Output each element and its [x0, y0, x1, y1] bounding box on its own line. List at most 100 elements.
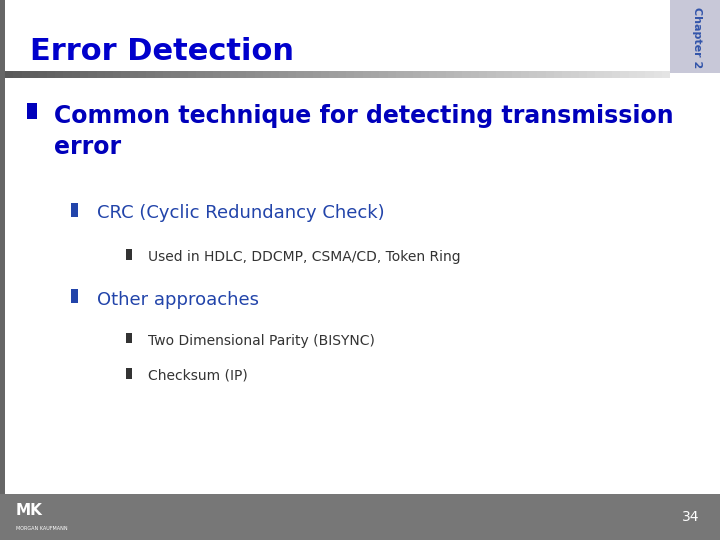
- Bar: [329, 71, 338, 78]
- Text: Chapter 2: Chapter 2: [692, 7, 702, 69]
- Bar: [570, 71, 579, 78]
- Bar: [30, 71, 38, 78]
- Bar: [513, 71, 521, 78]
- Bar: [429, 71, 438, 78]
- Bar: [413, 71, 420, 78]
- Bar: [654, 71, 662, 78]
- Bar: [321, 71, 329, 78]
- Bar: [105, 71, 113, 78]
- Bar: [55, 71, 63, 78]
- Text: Other approaches: Other approaches: [97, 291, 259, 308]
- Text: MORGAN KAUFMANN: MORGAN KAUFMANN: [16, 525, 68, 531]
- Bar: [338, 71, 346, 78]
- Bar: [387, 71, 396, 78]
- Bar: [5, 71, 14, 78]
- Bar: [612, 71, 621, 78]
- Bar: [420, 71, 429, 78]
- Bar: [126, 249, 132, 260]
- Bar: [479, 71, 487, 78]
- Bar: [188, 71, 197, 78]
- Bar: [305, 71, 312, 78]
- Bar: [521, 71, 529, 78]
- Bar: [63, 71, 71, 78]
- Bar: [71, 289, 78, 303]
- Bar: [670, 0, 720, 73]
- Bar: [462, 71, 471, 78]
- Bar: [89, 71, 96, 78]
- Bar: [446, 71, 454, 78]
- Bar: [396, 71, 404, 78]
- Bar: [126, 368, 132, 379]
- Bar: [163, 71, 171, 78]
- Bar: [130, 71, 138, 78]
- Bar: [122, 71, 130, 78]
- Bar: [126, 333, 132, 343]
- Bar: [621, 71, 629, 78]
- Bar: [204, 71, 213, 78]
- Bar: [504, 71, 513, 78]
- Bar: [637, 71, 645, 78]
- Bar: [96, 71, 105, 78]
- Bar: [537, 71, 546, 78]
- Bar: [71, 71, 80, 78]
- Bar: [288, 71, 296, 78]
- Bar: [529, 71, 537, 78]
- Bar: [471, 71, 479, 78]
- Bar: [113, 71, 122, 78]
- Bar: [180, 71, 188, 78]
- Bar: [0, 494, 720, 540]
- Bar: [197, 71, 204, 78]
- Text: Two Dimensional Parity (BISYNC): Two Dimensional Parity (BISYNC): [148, 334, 374, 348]
- Bar: [38, 71, 47, 78]
- Bar: [546, 71, 554, 78]
- Bar: [279, 71, 288, 78]
- Bar: [487, 71, 495, 78]
- Bar: [604, 71, 612, 78]
- Bar: [255, 71, 263, 78]
- Bar: [14, 71, 22, 78]
- Bar: [371, 71, 379, 78]
- Bar: [629, 71, 637, 78]
- Bar: [155, 71, 163, 78]
- Bar: [213, 71, 221, 78]
- Bar: [495, 71, 504, 78]
- Text: Common technique for detecting transmission
error: Common technique for detecting transmiss…: [54, 104, 674, 159]
- Bar: [454, 71, 462, 78]
- Bar: [562, 71, 570, 78]
- Bar: [312, 71, 321, 78]
- Text: Error Detection: Error Detection: [30, 37, 294, 66]
- Bar: [80, 71, 89, 78]
- Bar: [71, 203, 78, 217]
- Bar: [363, 71, 371, 78]
- Bar: [645, 71, 654, 78]
- Text: MK: MK: [16, 503, 42, 518]
- Bar: [138, 71, 146, 78]
- Bar: [346, 71, 354, 78]
- Bar: [271, 71, 279, 78]
- Bar: [379, 71, 387, 78]
- Bar: [263, 71, 271, 78]
- Bar: [171, 71, 180, 78]
- Bar: [47, 71, 55, 78]
- Bar: [404, 71, 413, 78]
- Bar: [221, 71, 230, 78]
- Bar: [246, 71, 255, 78]
- Text: Used in HDLC, DDCMP, CSMA/CD, Token Ring: Used in HDLC, DDCMP, CSMA/CD, Token Ring: [148, 250, 460, 264]
- Bar: [230, 71, 238, 78]
- Bar: [579, 71, 588, 78]
- Bar: [595, 71, 604, 78]
- Bar: [296, 71, 305, 78]
- Bar: [0, 0, 5, 494]
- Bar: [146, 71, 155, 78]
- Text: Checksum (IP): Checksum (IP): [148, 369, 248, 383]
- Text: 34: 34: [683, 510, 700, 524]
- Bar: [662, 71, 670, 78]
- Bar: [438, 71, 446, 78]
- Bar: [238, 71, 246, 78]
- Bar: [588, 71, 595, 78]
- Bar: [27, 103, 37, 119]
- Bar: [354, 71, 363, 78]
- Bar: [554, 71, 562, 78]
- Text: CRC (Cyclic Redundancy Check): CRC (Cyclic Redundancy Check): [97, 204, 384, 222]
- Bar: [22, 71, 30, 78]
